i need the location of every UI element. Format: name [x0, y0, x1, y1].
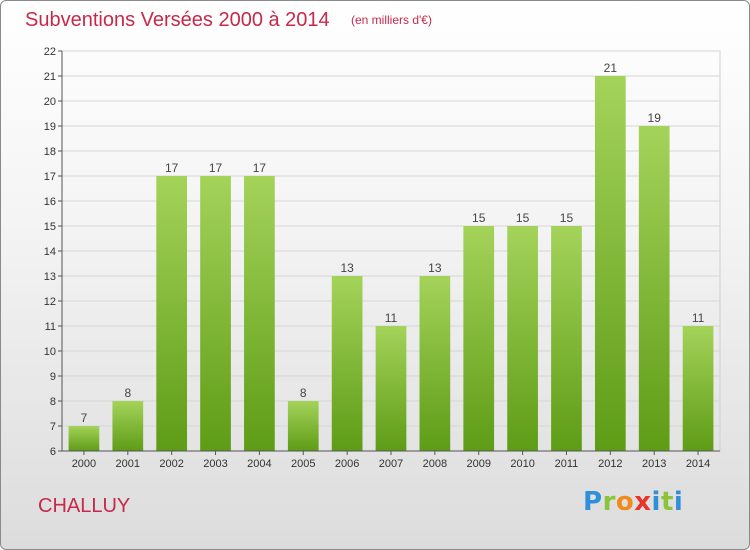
data-label: 15 — [472, 211, 486, 225]
data-label: 8 — [124, 386, 131, 400]
x-tick-label: 2005 — [291, 458, 315, 470]
y-tick-label: 16 — [44, 196, 56, 208]
chart-title: Subventions Versées 2000 à 2014 — [25, 9, 330, 31]
bar — [68, 426, 100, 451]
chart-subtitle: (en milliers d'€) — [351, 13, 432, 27]
bar — [244, 176, 275, 451]
bar — [463, 226, 495, 451]
x-tick-label: 2014 — [686, 458, 710, 470]
y-tick-label: 12 — [44, 296, 56, 308]
x-tick-label: 2004 — [247, 458, 271, 470]
data-label: 13 — [340, 261, 354, 275]
city-name: CHALLUY — [38, 495, 131, 517]
data-label: 11 — [692, 311, 705, 325]
y-tick-label: 6 — [50, 446, 56, 458]
y-tick-label: 20 — [44, 96, 56, 108]
x-tick-label: 2006 — [335, 458, 359, 470]
bar — [594, 76, 626, 451]
x-tick-label: 2013 — [642, 458, 666, 470]
data-label: 17 — [209, 161, 223, 175]
x-tick-label: 2003 — [203, 458, 227, 470]
y-tick-label: 15 — [44, 221, 56, 233]
data-label: 17 — [253, 161, 267, 175]
x-tick-label: 2010 — [510, 458, 534, 470]
x-tick-label: 2009 — [466, 458, 490, 470]
y-tick-label: 13 — [44, 271, 56, 283]
data-label: 8 — [300, 386, 307, 400]
data-label: 15 — [516, 211, 530, 225]
bar — [112, 401, 144, 451]
x-tick-label: 2007 — [379, 458, 403, 470]
y-tick-label: 10 — [44, 346, 56, 358]
y-tick-label: 22 — [44, 46, 56, 58]
data-label: 13 — [428, 261, 442, 275]
bar — [682, 326, 714, 451]
x-tick-label: 2001 — [116, 458, 140, 470]
bar — [200, 176, 231, 451]
bar — [287, 401, 319, 451]
y-tick-label: 21 — [44, 71, 56, 83]
bar — [507, 226, 538, 451]
bar — [551, 226, 582, 451]
y-tick-label: 14 — [44, 246, 56, 258]
y-tick-label: 7 — [50, 421, 56, 433]
bar — [638, 126, 670, 451]
data-label: 17 — [165, 161, 179, 175]
bar — [375, 326, 407, 451]
y-tick-label: 19 — [44, 121, 56, 133]
bar — [331, 276, 363, 451]
data-label: 15 — [560, 211, 574, 225]
data-label: 21 — [604, 61, 618, 75]
y-tick-label: 17 — [44, 171, 56, 183]
x-tick-label: 2002 — [159, 458, 183, 470]
proxiti-logo: Proxiti — [583, 487, 684, 517]
bar — [419, 276, 451, 451]
data-label: 19 — [648, 111, 662, 125]
x-tick-label: 2000 — [72, 458, 96, 470]
data-label: 7 — [81, 411, 88, 425]
y-tick-label: 18 — [44, 146, 56, 158]
y-tick-label: 11 — [45, 321, 56, 333]
x-tick-label: 2011 — [555, 458, 579, 470]
x-tick-label: 2012 — [598, 458, 622, 470]
y-tick-label: 9 — [50, 371, 56, 383]
y-tick-label: 8 — [50, 396, 56, 408]
bar — [156, 176, 188, 451]
x-tick-label: 2008 — [423, 458, 447, 470]
data-label: 11 — [385, 311, 398, 325]
